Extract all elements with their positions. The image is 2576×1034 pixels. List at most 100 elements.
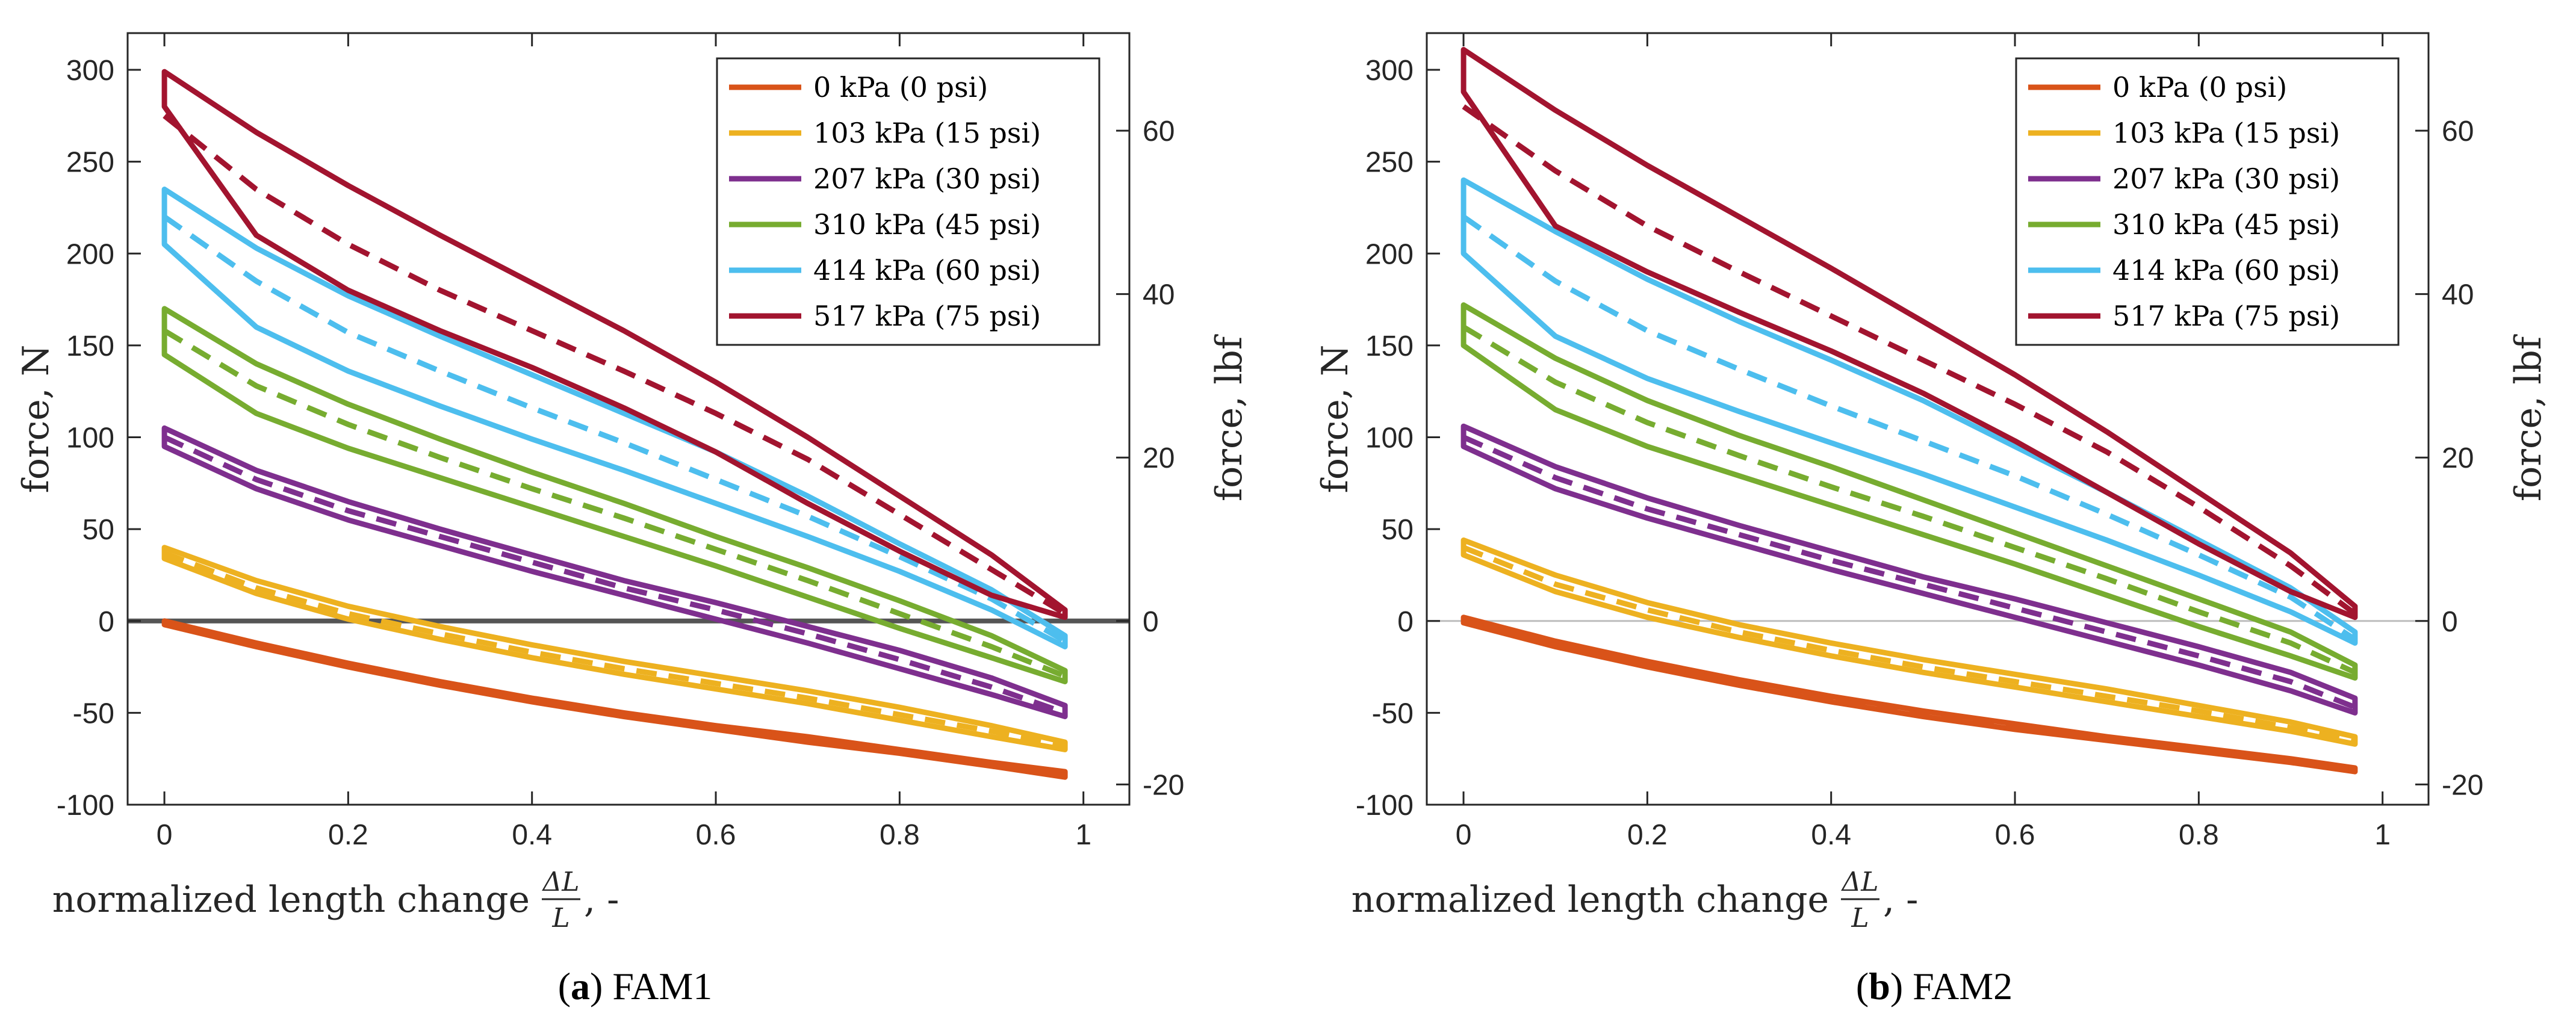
y2-tick-label: 20: [1143, 442, 1175, 474]
series-0: [1460, 615, 2358, 775]
y-tick-label: 150: [66, 330, 114, 362]
caption-text: (a) FAM1: [558, 965, 713, 1008]
caption-open: (: [1856, 965, 1869, 1008]
y2-tick-label: -20: [1143, 769, 1184, 801]
legend-label: 310 kPa (45 psi): [2112, 208, 2340, 241]
caption: (a) FAM1: [558, 965, 713, 1008]
y-tick-label: 200: [66, 238, 114, 270]
y-tick-label: 300: [1365, 55, 1414, 87]
legend-label: 207 kPa (30 psi): [813, 163, 1041, 195]
x-axis-label-suffix: , -: [584, 879, 619, 921]
x-tick-label: 0: [1456, 819, 1472, 851]
series-loop-line: [1460, 537, 2358, 747]
series-loop-line: [161, 425, 1068, 719]
series-5: [161, 69, 1068, 621]
caption-label: ) FAM1: [590, 965, 712, 1008]
x-tick-label: 1: [1075, 819, 1091, 851]
x-tick-label: 0.2: [328, 819, 368, 851]
series-model-dashed-line: [1462, 545, 2356, 743]
series-model-dashed-line: [163, 435, 1066, 716]
series-2: [1460, 423, 2358, 716]
x-tick-label: 0.2: [1627, 819, 1668, 851]
y2-tick-label: 40: [1143, 279, 1175, 311]
legend-item: 310 kPa (45 psi): [729, 208, 1041, 241]
axes-box: [126, 32, 1131, 806]
y2-axis-label: force, lbf: [1208, 334, 1250, 501]
y-tick-label: -50: [1372, 698, 1414, 729]
y2-tick-label: 60: [2442, 116, 2474, 147]
x-tick-label: 0.6: [1995, 819, 2035, 851]
x-axis-label-frac-numerator: ΔL: [1841, 867, 1879, 897]
x-tick-label: 0: [157, 819, 173, 851]
y-tick-label: 200: [1365, 238, 1414, 270]
y-tick-label: -100: [1356, 790, 1414, 822]
legend-item: 517 kPa (75 psi): [2028, 300, 2340, 332]
y-tick-label: 250: [66, 147, 114, 179]
series-model-dashed-line: [1462, 324, 2356, 675]
legend-item: 310 kPa (45 psi): [2028, 208, 2340, 241]
series-loop-line: [161, 69, 1068, 621]
series-loop-line: [1460, 423, 2358, 716]
x-tick-label: 0.8: [880, 819, 920, 851]
y-tick-label: -100: [57, 790, 114, 822]
plot-area: -100 -50 0 50 100 150 200 250 300 -20 0 20 40 60 0 0.2 0…: [1356, 33, 2483, 851]
y2-axis-label: force, lbf: [2507, 334, 2550, 501]
series-loop-line: [1460, 302, 2358, 681]
legend-item: 517 kPa (75 psi): [729, 300, 1041, 332]
legend-label: 310 kPa (45 psi): [813, 208, 1041, 241]
caption: (b) FAM2: [1856, 965, 2013, 1008]
y2-tick-label: 40: [2442, 279, 2474, 311]
y-axis-label: force, N: [15, 345, 57, 494]
y-tick-label: 250: [1365, 147, 1414, 179]
legend-label: 414 kPa (60 psi): [2112, 254, 2340, 286]
y-tick-label: 0: [98, 606, 114, 638]
y-tick-label: 0: [1397, 606, 1414, 638]
x-axis-label-suffix: , -: [1883, 879, 1918, 921]
series-loop-line: [161, 187, 1068, 649]
y-tick-label: 50: [1382, 514, 1414, 546]
plot-area: -100 -50 0 50 100 150 200 250 300 -20 0 20 40 60 0 0.2 0…: [57, 33, 1184, 851]
series-4: [161, 187, 1068, 649]
legend-label: 414 kPa (60 psi): [813, 254, 1041, 286]
caption-letter: a: [571, 965, 590, 1008]
x-axis-label: normalized length change ΔL L , -: [52, 867, 619, 933]
series-model-dashed-line: [1462, 618, 2356, 773]
series-0: [161, 618, 1068, 780]
y2-tick-label: 0: [1143, 606, 1159, 638]
x-tick-label: 0.4: [1811, 819, 1851, 851]
legend-item: 103 kPa (15 psi): [2028, 117, 2340, 149]
caption-open: (: [558, 965, 571, 1008]
x-axis-label: normalized length change ΔL L , -: [1352, 867, 1919, 933]
legend: 0 kPa (0 psi) 103 kPa (15 psi) 207 kPa (30…: [716, 57, 1100, 346]
y2-tick-label: 60: [1143, 116, 1175, 147]
legend-item: 414 kPa (60 psi): [729, 254, 1041, 286]
x-axis-label-text: normalized length change: [52, 879, 530, 921]
series-model-dashed-line: [163, 113, 1067, 616]
series-model-dashed-line: [163, 214, 1067, 644]
x-axis-label-text: normalized length change: [1352, 879, 1829, 921]
legend-item: 0 kPa (0 psi): [2028, 71, 2287, 104]
series-loop-line: [161, 306, 1068, 684]
x-tick-label: 0.8: [2179, 819, 2219, 851]
series-1: [161, 545, 1068, 752]
series-3: [1460, 302, 2358, 681]
x-axis-label-frac-denominator: L: [1851, 903, 1869, 933]
series-model-dashed-line: [1462, 214, 2357, 642]
series-4: [1460, 177, 2358, 646]
x-axis-label-frac-denominator: L: [551, 903, 570, 933]
y2-tick-label: -20: [2442, 769, 2483, 801]
legend-label: 207 kPa (30 psi): [2112, 163, 2340, 195]
series-2: [161, 425, 1068, 719]
y-tick-label: 300: [66, 55, 114, 87]
legend-label: 517 kPa (75 psi): [813, 300, 1041, 332]
legend-label: 0 kPa (0 psi): [813, 71, 988, 104]
series-model-dashed-line: [163, 550, 1066, 749]
y-tick-label: 100: [1365, 423, 1414, 454]
series-5: [1460, 47, 2358, 621]
x-axis-label-frac-numerator: ΔL: [542, 867, 580, 897]
series-loop-line: [1460, 177, 2358, 646]
legend-label: 103 kPa (15 psi): [2112, 117, 2340, 149]
y-tick-label: 150: [1365, 330, 1414, 362]
x-tick-label: 0.4: [512, 819, 552, 851]
series-1: [1460, 537, 2358, 747]
